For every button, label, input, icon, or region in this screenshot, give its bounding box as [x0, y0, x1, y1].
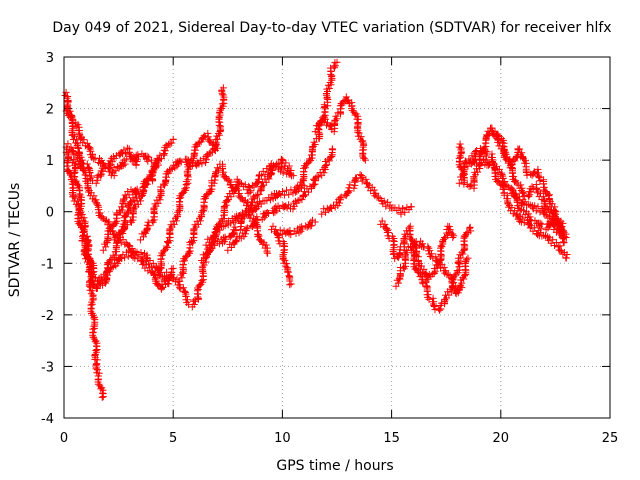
y-tick-label: 0 — [46, 206, 54, 221]
y-tick-label: 3 — [46, 51, 54, 66]
y-tick-label: -1 — [41, 257, 54, 272]
y-tick-label: -4 — [41, 412, 54, 427]
series-arc-19 — [296, 58, 341, 192]
x-tick-label: 15 — [383, 431, 400, 446]
x-tick-label: 20 — [493, 431, 510, 446]
series-arc-11 — [154, 129, 220, 280]
series-arc-3 — [62, 140, 118, 187]
series-arc-2 — [62, 104, 141, 170]
series-arc-27 — [460, 155, 571, 262]
series-arc-18 — [274, 216, 319, 239]
series-arc-20 — [311, 93, 369, 164]
series-arc-22 — [377, 217, 458, 285]
y-tick-label: 2 — [46, 103, 54, 118]
chart-title: Day 049 of 2021, Sidereal Day-to-day VTE… — [52, 20, 611, 36]
series-arc-24 — [407, 223, 475, 314]
series-arc-30 — [508, 186, 568, 236]
y-tick-label: 1 — [46, 154, 54, 169]
series-arc-28 — [486, 124, 567, 236]
series-arc-16 — [224, 145, 337, 254]
series-arc-9 — [110, 135, 177, 244]
y-tick-label: -3 — [41, 360, 54, 375]
series-arc-15 — [202, 181, 308, 249]
series-arc-8 — [108, 150, 155, 177]
x-tick-label: 0 — [60, 431, 68, 446]
x-tick-label: 10 — [274, 431, 291, 446]
tick-labels: 0 5 10 15 20 25 -4 -3 -2 -1 0 1 2 3 — [41, 51, 618, 446]
series-arc-6 — [82, 233, 177, 293]
y-axis-label: SDTVAR / TECUs — [7, 183, 23, 298]
data-points — [61, 58, 571, 401]
x-tick-label: 5 — [169, 431, 177, 446]
series-arc-21 — [318, 171, 415, 218]
y-tick-label: -2 — [41, 309, 54, 324]
plot-frame — [63, 56, 611, 419]
x-tick-label: 25 — [602, 431, 619, 446]
x-axis-label: GPS time / hours — [276, 458, 393, 474]
series-arc-10 — [136, 84, 228, 244]
